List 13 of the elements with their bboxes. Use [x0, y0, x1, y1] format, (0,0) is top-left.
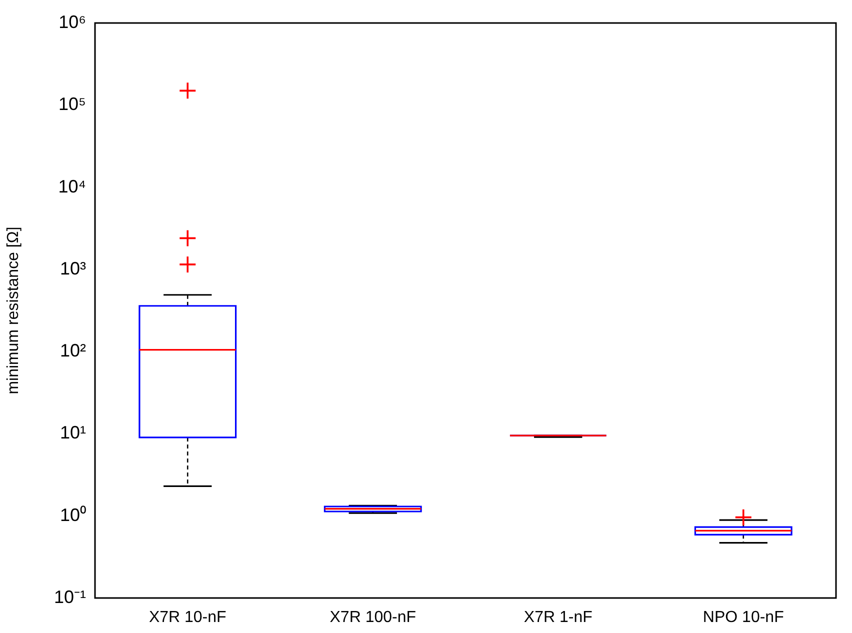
x-tick-label: NPO 10-nF: [702, 609, 784, 626]
y-axis-title: minimum resistance [Ω]: [5, 226, 22, 394]
y-tick-label: 10⁰: [60, 504, 86, 525]
x-tick-label: X7R 100-nF: [330, 609, 416, 626]
y-tick-label: 10⁵: [58, 94, 86, 114]
x-tick-label: X7R 1-nF: [524, 609, 593, 626]
y-tick-label: 10¹: [60, 422, 86, 443]
x-tick-label: X7R 10-nF: [148, 609, 227, 626]
y-tick-label: 10⁶: [58, 12, 86, 32]
y-tick-label: 10⁻¹: [54, 586, 86, 607]
y-tick-label: 10⁴: [58, 176, 86, 196]
y-tick-label: 10²: [60, 340, 86, 361]
y-tick-label: 10³: [60, 258, 86, 278]
